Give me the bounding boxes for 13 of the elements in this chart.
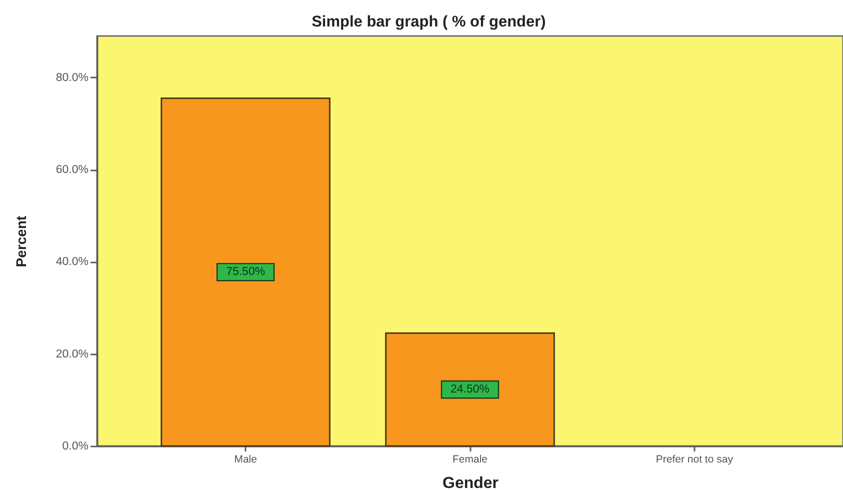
y-tick-label: 60.0% [56, 164, 88, 176]
x-tick-label: Female [452, 454, 488, 466]
x-tick-label: Prefer not to say [656, 454, 734, 466]
y-tick-label: 20.0% [56, 348, 88, 360]
y-tick-label: 80.0% [56, 72, 88, 84]
y-tick-label: 40.0% [56, 256, 88, 268]
y-tick-label: 0.0% [62, 440, 88, 452]
y-axis-title: Percent [12, 215, 29, 268]
x-tick-label: Male [234, 454, 258, 466]
data-label: 24.50% [450, 384, 490, 396]
data-label: 75.50% [226, 266, 266, 278]
x-axis-title: Gender [442, 475, 499, 490]
chart-title: Simple bar graph ( % of gender) [312, 14, 546, 30]
